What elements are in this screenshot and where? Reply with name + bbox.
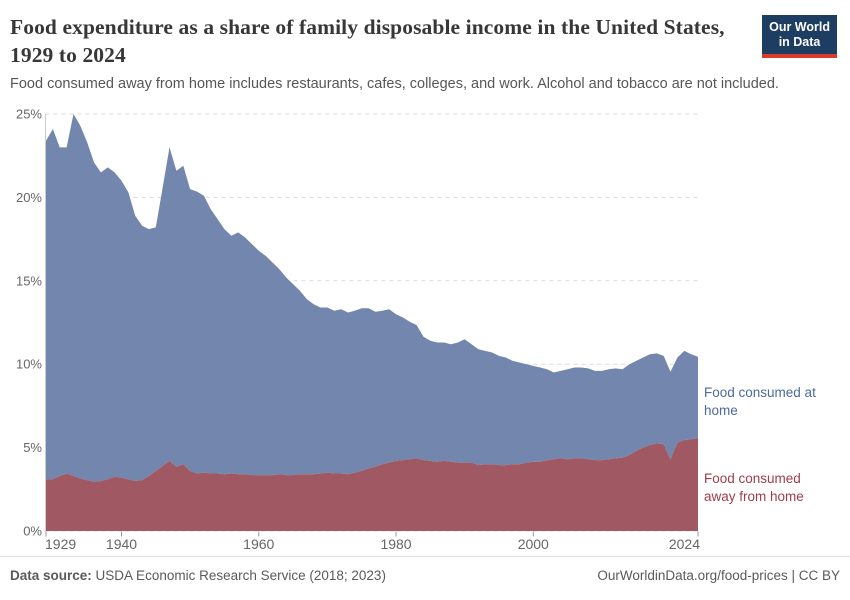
y-axis-label-25%: 25% — [16, 107, 42, 122]
data-source-label: Data source: — [10, 568, 92, 583]
series-label-food-away-from-home[interactable]: Food consumed away from home — [704, 471, 804, 504]
y-axis-label-20%: 20% — [16, 190, 42, 205]
stacked-area-chart[interactable]: 0% 5% 10% 15% 20% 25% 1929 1940 1960 1980 2000 2024 — [0, 98, 850, 560]
x-axis-label-1940: 1940 — [106, 536, 137, 552]
series-label-food-at-home[interactable]: Food consumed at home — [704, 385, 816, 418]
x-axis-label-1929: 1929 — [45, 536, 76, 552]
x-axis-label-2000: 2000 — [518, 536, 549, 552]
owid-logo-line1: Our World — [769, 20, 830, 34]
y-axis-label-15%: 15% — [16, 273, 42, 288]
area-food-away-from-home — [46, 438, 698, 531]
chart-footer: Data source: USDA Economic Research Serv… — [0, 556, 850, 583]
owid-logo-line2: in Data — [778, 35, 821, 49]
y-axis-label-0%: 0% — [23, 524, 42, 539]
page-title: Food expenditure as a share of family di… — [10, 15, 725, 67]
data-source: Data source: USDA Economic Research Serv… — [10, 568, 386, 583]
x-axis-label-2024: 2024 — [669, 536, 700, 552]
area-food-at-home — [46, 114, 698, 482]
x-axis-label-1980: 1980 — [380, 536, 411, 552]
data-source-text: USDA Economic Research Service (2018; 20… — [95, 568, 386, 583]
owid-logo: Our World in Data — [762, 15, 837, 58]
license-link[interactable]: OurWorldinData.org/food-prices | CC BY — [597, 568, 840, 583]
y-axis-label-5%: 5% — [23, 440, 42, 455]
y-axis-label-10%: 10% — [16, 357, 42, 372]
x-axis-label-1960: 1960 — [243, 536, 274, 552]
chart-subtitle: Food consumed away from home includes re… — [10, 76, 779, 92]
